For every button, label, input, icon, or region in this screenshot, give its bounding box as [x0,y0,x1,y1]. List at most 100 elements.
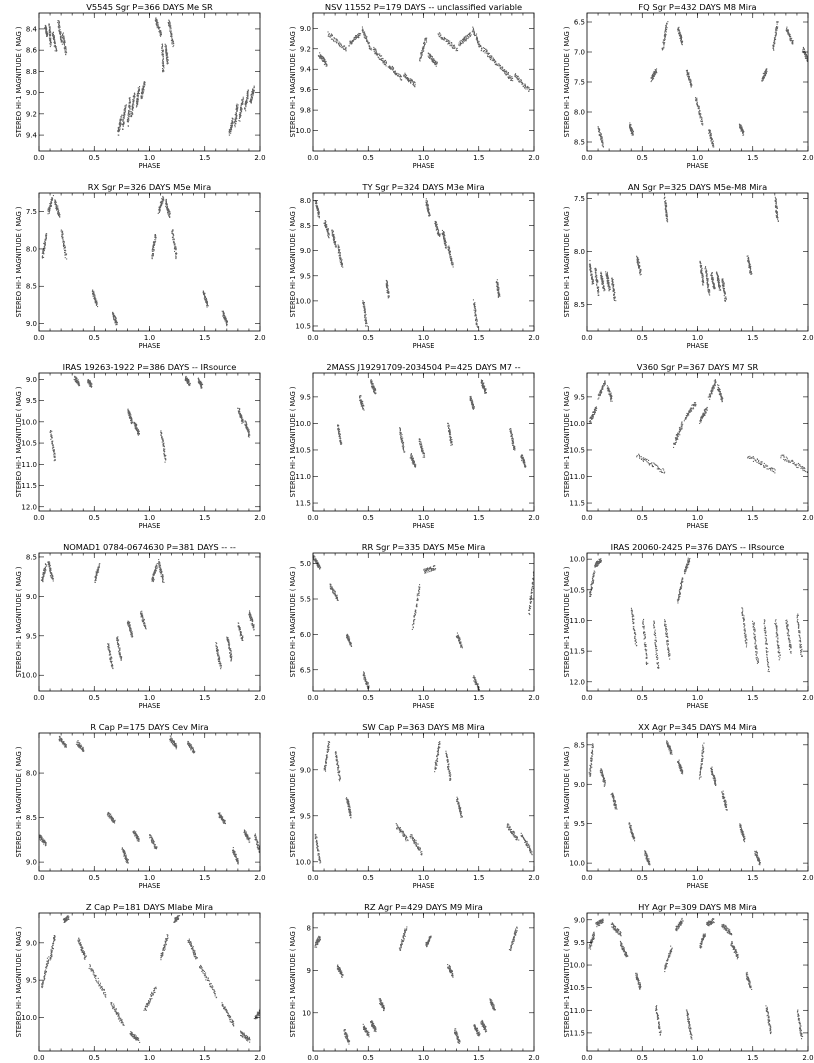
data-point [247,96,249,98]
data-point [49,34,51,36]
data-point [709,291,711,293]
data-point [387,66,389,68]
data-point [226,325,228,327]
data-point [590,268,592,270]
data-point [459,40,461,42]
y-tick-label: 10.0 [295,297,311,305]
data-point [665,208,667,210]
data-point [364,37,366,39]
data-point [665,28,667,30]
data-point [47,208,49,210]
data-point [380,59,382,61]
data-point [322,60,324,62]
data-point [410,78,412,80]
data-point [443,242,445,244]
data-point [375,54,377,56]
data-point [723,283,725,285]
data-point [158,207,160,209]
data-point [679,30,681,32]
data-point [173,44,175,46]
data-point [116,324,118,326]
data-point [170,34,172,36]
data-point [450,259,452,261]
data-point [474,310,476,312]
data-point [156,27,158,29]
data-point [518,80,520,82]
data-point [362,31,364,33]
data-point [723,292,725,294]
data-point [632,129,634,131]
data-point [595,275,597,277]
data-point [317,215,319,217]
data-point [690,86,692,88]
data-point [171,38,173,40]
data-point [639,274,641,276]
data-point [327,35,329,37]
data-point [234,114,236,116]
data-point [473,305,475,307]
data-point [327,232,329,234]
data-point [495,61,497,63]
data-point [511,76,513,78]
data-point [631,128,633,130]
data-point [476,319,478,321]
data-point [57,207,59,209]
data-point [155,240,157,242]
data-point [443,234,445,236]
data-point [435,222,437,224]
data-point [475,319,477,321]
data-point [428,214,430,216]
data-point [169,30,171,32]
data-point [47,213,49,215]
data-point [55,206,57,208]
data-point [319,57,321,59]
data-point [517,76,519,78]
data-point [485,50,487,52]
data-point [351,42,353,44]
data-point [324,222,326,224]
data-point [42,255,44,257]
data-point [370,49,372,51]
data-point [48,26,50,28]
data-point [63,43,65,45]
data-point [116,320,118,322]
data-points [588,196,779,302]
data-point [382,58,384,60]
data-point [665,214,667,216]
data-point [787,32,789,34]
data-point [43,249,45,251]
y-tick-label: 6.5 [574,19,585,27]
data-point [234,120,236,122]
data-point [709,130,711,132]
data-point [124,111,126,113]
data-point [366,36,368,38]
data-point [806,60,808,62]
x-tick-label: 0.5 [89,154,100,162]
data-point [165,50,167,52]
data-point [447,39,449,41]
data-point [137,96,139,98]
data-point [141,89,143,91]
data-point [474,307,476,309]
data-point [341,265,343,267]
data-point [152,253,154,255]
data-point [244,103,246,105]
data-point [662,47,664,49]
data-point [159,210,161,212]
data-point [592,281,594,283]
data-point [128,114,130,116]
data-point [234,126,236,128]
data-point [386,283,388,285]
data-point [54,50,56,52]
data-point [318,212,320,214]
data-point [636,261,638,263]
data-point [663,47,665,49]
data-point [223,312,225,314]
data-point [355,36,357,38]
data-point [323,58,325,60]
data-point [436,63,438,65]
data-point [450,258,452,260]
data-point [95,298,97,300]
data-point [159,31,161,33]
